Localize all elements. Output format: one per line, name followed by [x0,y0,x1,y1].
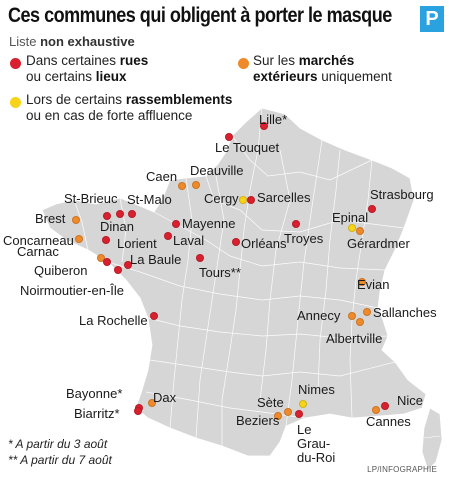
city-label-noirmoutier-en-le: Noirmoutier-en-Île [20,283,125,298]
city-marker-beziers [274,412,282,420]
city-label-orl-ans: Orléans [241,236,287,251]
city-marker-nice [381,402,389,410]
credit: LP/INFOGRAPHIE [367,465,437,474]
city-label-g-rardmer: Gérardmer [347,236,410,251]
city-marker-quiberon [103,258,111,266]
city-label-dax: Dax [153,390,177,405]
legend-dot-orange [238,58,249,69]
city-label-bayonne: Bayonne* [66,386,123,401]
city-marker-la-baule [124,261,132,269]
subtitle: Liste non exhaustive [9,34,135,49]
city-marker-sarcelles [247,196,255,204]
city-label-biarritz: Biarritz* [74,406,120,421]
city-marker-laval [164,232,172,240]
city-marker-orl-ans [232,238,240,246]
page-title: Ces communes qui obligent à porter le ma… [8,4,392,27]
city-marker-strasbourg [368,205,376,213]
city-label-tours: Tours** [199,265,241,280]
city-marker-sallanches [363,308,371,316]
city-marker-dax [148,399,156,407]
city-marker-mayenne [172,220,180,228]
footnote-1: * A partir du 3 août [8,437,108,451]
city-label-laval: Laval [173,233,205,248]
city-label-strasbourg: Strasbourg [370,187,434,202]
city-marker-g-rardmer [356,227,364,235]
city-label-epinal: Epinal [332,210,369,225]
le-parisien-logo: P [420,6,444,32]
city-marker-le-grau-du-roi [295,410,303,418]
legend-line: Lors de certains rassemblements [26,92,233,107]
city-label-mayenne: Mayenne [182,216,236,231]
city-marker-dinan [116,210,124,218]
legend-label-yellow: Lors de certains rassemblements ou en cas… [26,92,232,124]
city-marker-la-rochelle [150,312,158,320]
city-label-evian: Evian [357,277,390,292]
city-label-nimes: Nimes [298,382,335,397]
city-marker-troyes [292,220,300,228]
city-label-caen: Caen [146,169,178,184]
city-label-dinan: Dinan [100,219,134,234]
legend-line: Sur les marchés [253,53,355,68]
city-marker-tours [196,254,204,262]
subtitle-prefix: Liste [9,34,37,49]
legend-dot-red [10,58,21,69]
city-marker-le-touquet [225,133,233,141]
city-label-annecy: Annecy [297,308,341,323]
city-marker-deauville [192,181,200,189]
legend-line: extérieurs uniquement [253,69,392,84]
city-label-albertville: Albertville [326,331,383,346]
city-marker-lorient [102,236,110,244]
city-marker-noirmoutier-en-le [114,266,122,274]
legend-line: ou en cas de forte affluence [26,108,193,123]
city-marker-nimes [299,400,307,408]
city-label-st-malo: St-Malo [127,192,172,207]
city-label-sarcelles: Sarcelles [257,190,311,205]
city-label-le-grau-du-roi: Le Grau-du-Roi [297,422,336,465]
city-marker-annecy [348,312,356,320]
city-label-lorient: Lorient [117,236,157,251]
city-marker-cergy [239,196,247,204]
city-label-troyes: Troyes [284,231,324,246]
city-label-carnac: Carnac [17,244,59,259]
city-marker-cannes [372,406,380,414]
subtitle-bold: non exhaustive [40,34,135,49]
city-marker-biarritz [134,407,142,415]
legend-dot-yellow [10,97,21,108]
city-label-la-rochelle: La Rochelle [79,313,148,328]
city-label-lille: Lille* [259,112,288,127]
city-marker-st-malo [128,210,136,218]
city-marker-epinal [348,224,356,232]
city-label-nice: Nice [397,393,424,408]
city-marker-evian [358,278,366,286]
city-label-quiberon: Quiberon [34,263,88,278]
city-label-s-te: Sète [257,395,284,410]
city-label-sallanches: Sallanches [373,305,437,320]
city-label-cannes: Cannes [366,414,411,429]
city-label-st-brieuc: St-Brieuc [64,191,118,206]
city-label-cergy: Cergy [204,191,239,206]
city-marker-s-te [284,408,292,416]
legend-label-orange: Sur les marchés extérieurs uniquement [253,53,392,85]
city-label-concarneau: Concarneau [3,233,74,248]
city-marker-st-brieuc [103,212,111,220]
legend-label-red: Dans certaines rues ou certains lieux [26,53,148,85]
city-label-deauville: Deauville [190,163,244,178]
city-marker-caen [178,182,186,190]
city-label-le-touquet: Le Touquet [215,140,280,155]
city-label-la-baule: La Baule [130,252,182,267]
legend-line: ou certains lieux [26,69,127,84]
france-landmass [41,107,443,471]
city-label-beziers: Beziers [236,413,280,428]
footnote-2: ** A partir du 7 août [8,453,112,467]
city-marker-concarneau [75,235,83,243]
city-label-brest: Brest [35,211,66,226]
city-marker-lille [260,122,268,130]
city-marker-albertville [356,318,364,326]
city-marker-brest [72,216,80,224]
legend-line: Dans certaines rues [26,53,149,68]
